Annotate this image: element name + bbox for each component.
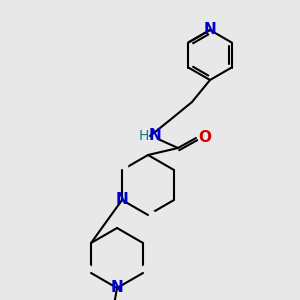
Text: N: N xyxy=(116,193,128,208)
Text: O: O xyxy=(199,130,212,146)
Text: H: H xyxy=(139,129,149,143)
Text: N: N xyxy=(111,280,123,296)
Text: N: N xyxy=(148,128,161,143)
Text: N: N xyxy=(204,22,216,38)
